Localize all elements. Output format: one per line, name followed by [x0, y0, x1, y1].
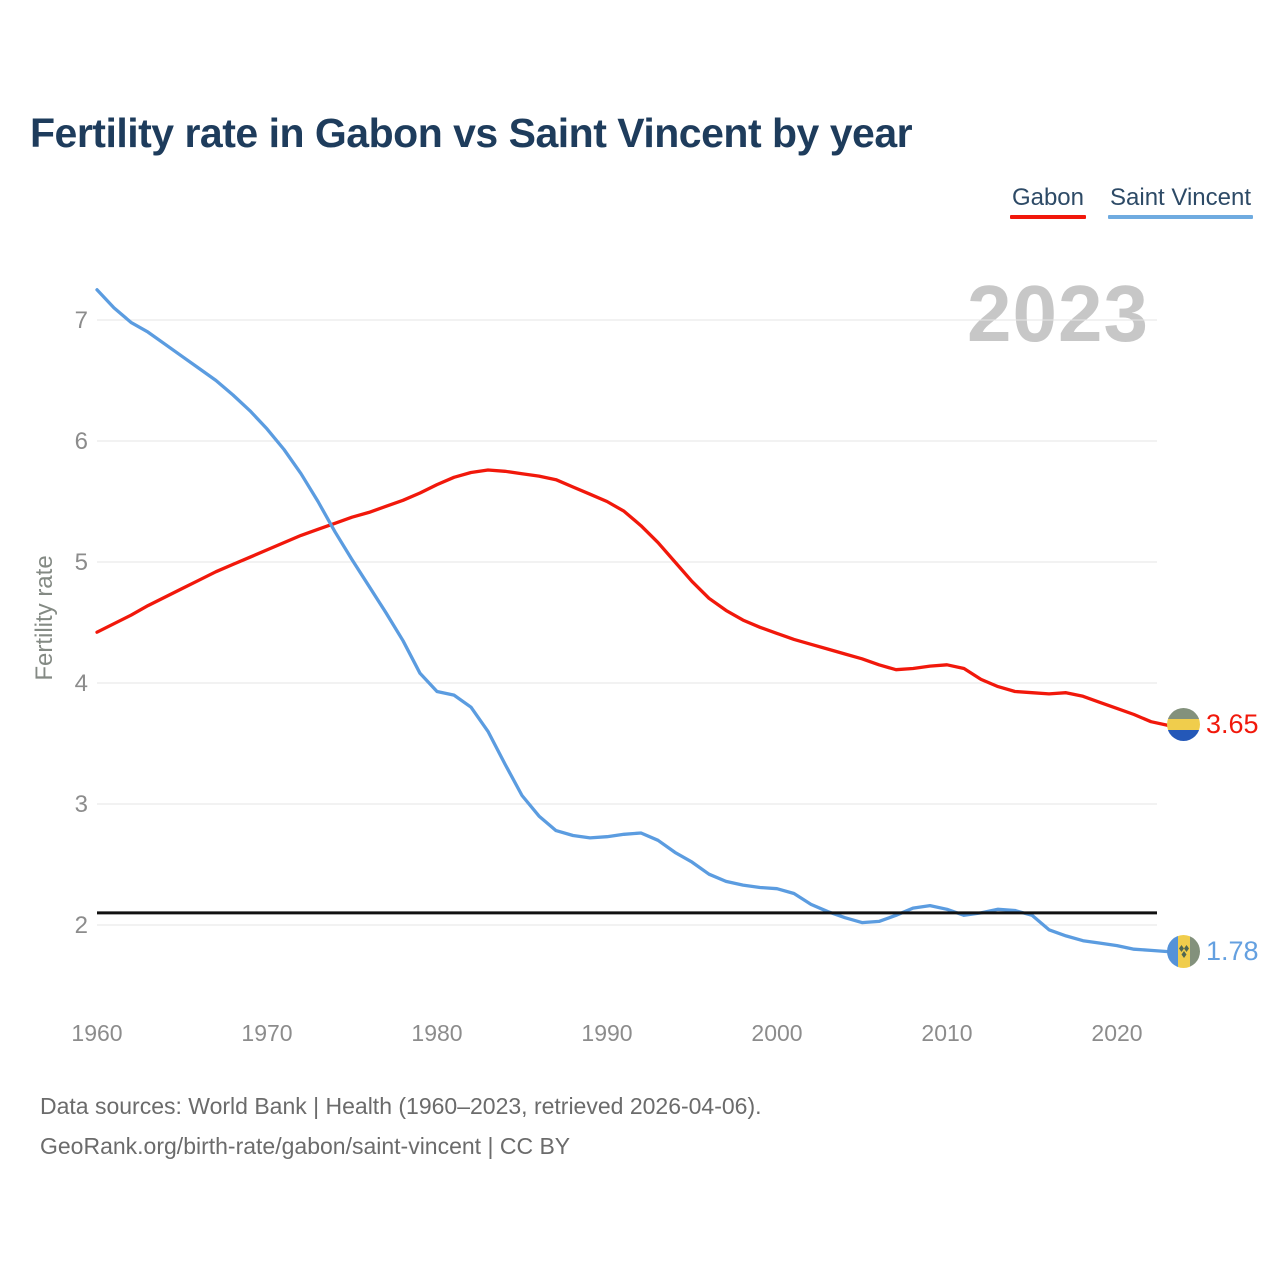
x-tick-label-2020: 2020 — [1091, 1020, 1142, 1046]
gabon-end-value: 3.65 — [1206, 709, 1259, 739]
y-tick-label-2: 2 — [75, 912, 88, 939]
y-tick-label-6: 6 — [75, 428, 88, 455]
data-sources-line: Data sources: World Bank | Health (1960–… — [40, 1093, 762, 1119]
x-tick-label-1960: 1960 — [71, 1020, 122, 1046]
y-axis-title: Fertility rate — [31, 555, 58, 681]
legend-label-saint-vincent: Saint Vincent — [1110, 184, 1251, 211]
legend-underline-gabon — [1009, 215, 1086, 219]
x-tick-label-2000: 2000 — [751, 1020, 802, 1046]
attribution-line: GeoRank.org/birth-rate/gabon/saint-vince… — [40, 1133, 571, 1159]
y-tick-label-3: 3 — [75, 791, 88, 818]
saint-vincent-line[interactable] — [95, 288, 1170, 954]
footer: Data sources: World Bank | Health (1960–… — [40, 1086, 762, 1166]
gabon-end-label[interactable]: 3.65 — [1167, 708, 1259, 741]
gabon-line[interactable] — [95, 468, 1170, 728]
legend-label-gabon: Gabon — [1011, 184, 1084, 211]
y-tick-label-4: 4 — [75, 670, 88, 697]
gabon-flag-icon — [1167, 708, 1200, 741]
saint-vincent-end-value: 1.78 — [1206, 936, 1259, 966]
x-tick-label-1990: 1990 — [581, 1020, 632, 1046]
legend-item-gabon[interactable]: Gabon — [1009, 184, 1086, 219]
y-tick-label-5: 5 — [75, 549, 88, 576]
x-tick-label-1970: 1970 — [241, 1020, 292, 1046]
watermark-year: 2023 — [967, 269, 1149, 358]
page-title: Fertility rate in Gabon vs Saint Vincent… — [30, 110, 913, 156]
legend: Gabon Saint Vincent — [1009, 184, 1253, 219]
y-tick-label-7: 7 — [75, 307, 88, 334]
x-tick-label-2010: 2010 — [921, 1020, 972, 1046]
legend-underline-saint-vincent — [1108, 215, 1253, 219]
saint-vincent-end-label[interactable]: 1.78 — [1167, 935, 1259, 968]
x-tick-label-1980: 1980 — [411, 1020, 462, 1046]
saint-vincent-flag-icon — [1167, 935, 1200, 968]
legend-item-saint-vincent[interactable]: Saint Vincent — [1108, 184, 1253, 219]
